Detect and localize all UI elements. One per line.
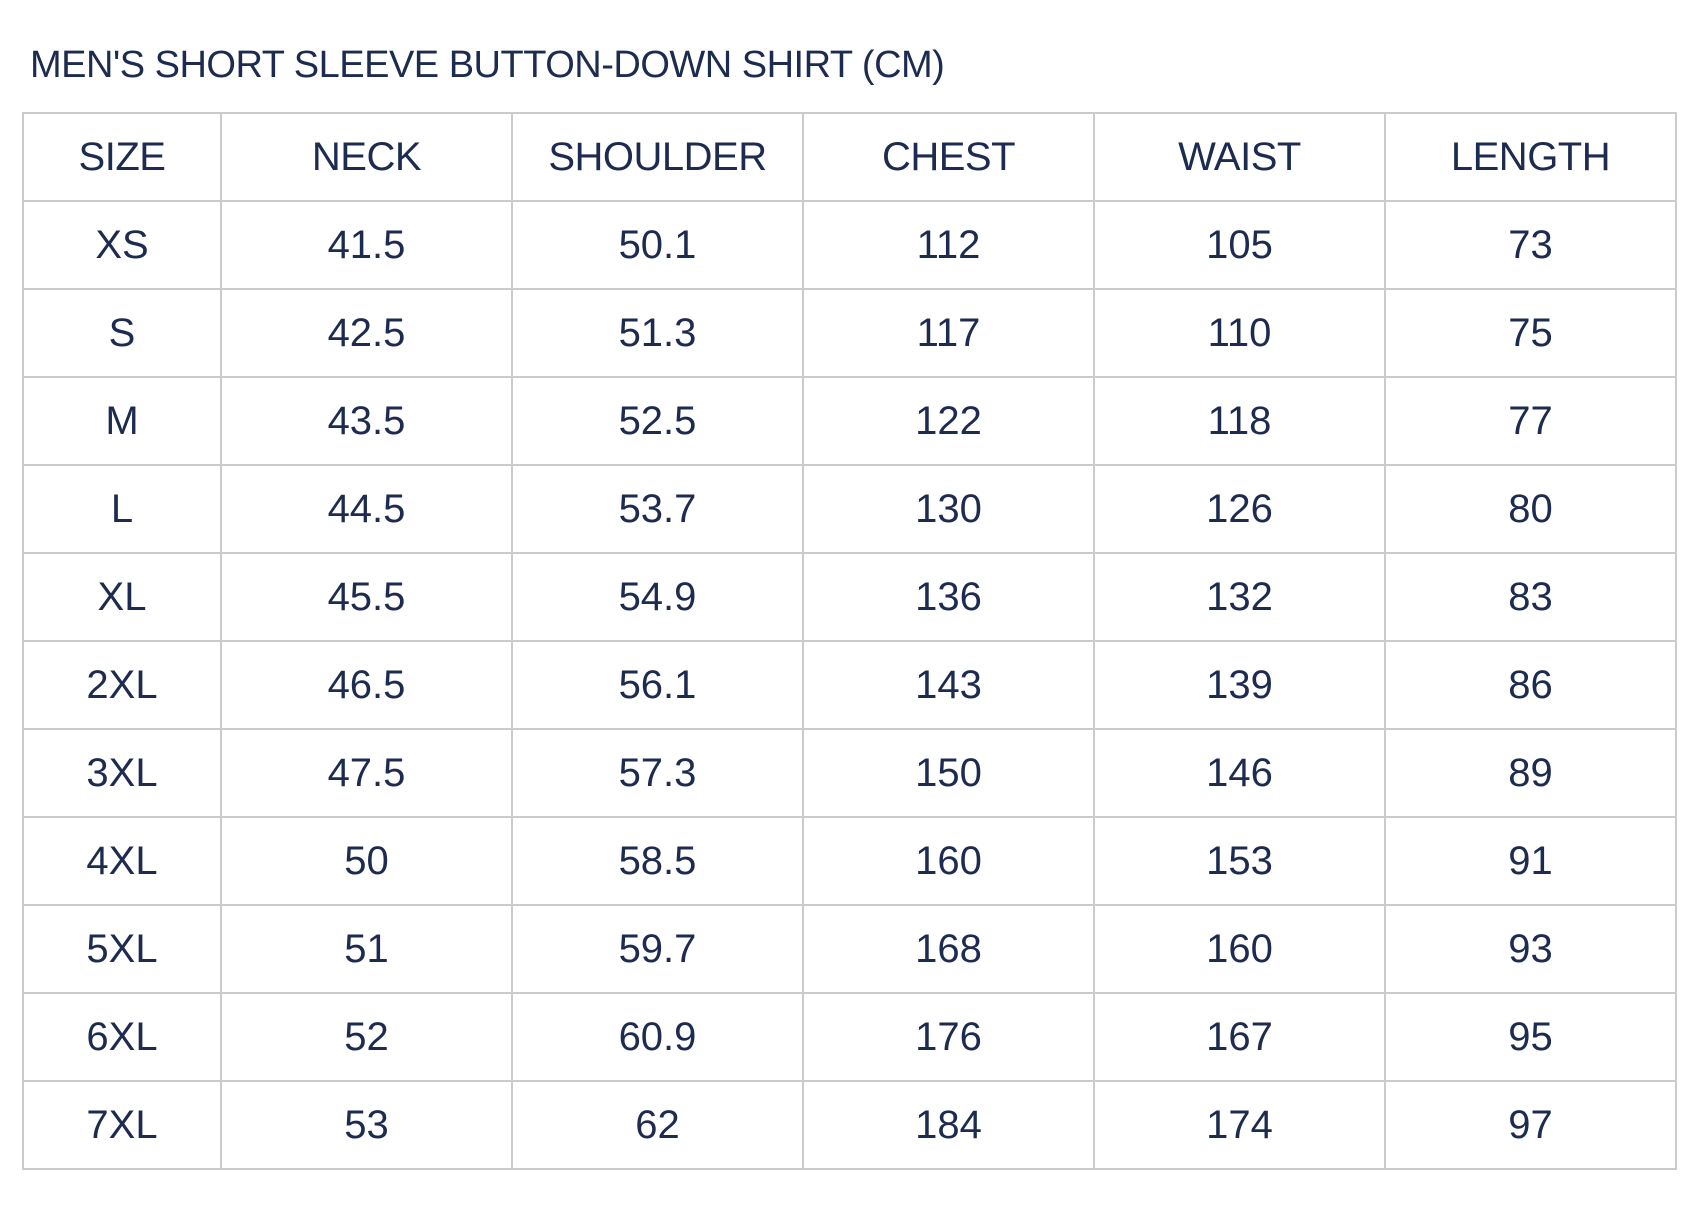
cell-neck: 41.5 xyxy=(220,200,513,290)
cell-neck: 52 xyxy=(220,992,513,1082)
cell-waist: 105 xyxy=(1093,200,1386,290)
table-row: 5XL 51 59.7 168 160 93 xyxy=(22,904,1677,994)
cell-chest: 184 xyxy=(802,1080,1095,1170)
cell-shoulder: 57.3 xyxy=(511,728,804,818)
cell-shoulder: 54.9 xyxy=(511,552,804,642)
cell-chest: 150 xyxy=(802,728,1095,818)
cell-shoulder: 60.9 xyxy=(511,992,804,1082)
cell-length: 83 xyxy=(1384,552,1677,642)
table-row: 3XL 47.5 57.3 150 146 89 xyxy=(22,728,1677,818)
cell-length: 95 xyxy=(1384,992,1677,1082)
cell-size: L xyxy=(22,464,222,554)
cell-length: 73 xyxy=(1384,200,1677,290)
table-row: 7XL 53 62 184 174 97 xyxy=(22,1080,1677,1170)
cell-length: 77 xyxy=(1384,376,1677,466)
cell-waist: 160 xyxy=(1093,904,1386,994)
cell-chest: 136 xyxy=(802,552,1095,642)
column-header-shoulder: SHOULDER xyxy=(511,112,804,202)
table-row: 6XL 52 60.9 176 167 95 xyxy=(22,992,1677,1082)
table-row: 4XL 50 58.5 160 153 91 xyxy=(22,816,1677,906)
cell-neck: 53 xyxy=(220,1080,513,1170)
column-header-chest: CHEST xyxy=(802,112,1095,202)
cell-chest: 168 xyxy=(802,904,1095,994)
cell-waist: 132 xyxy=(1093,552,1386,642)
cell-length: 91 xyxy=(1384,816,1677,906)
cell-size: 4XL xyxy=(22,816,222,906)
cell-size: S xyxy=(22,288,222,378)
cell-length: 93 xyxy=(1384,904,1677,994)
table-row: XS 41.5 50.1 112 105 73 xyxy=(22,200,1677,290)
cell-shoulder: 51.3 xyxy=(511,288,804,378)
cell-chest: 130 xyxy=(802,464,1095,554)
column-header-neck: NECK xyxy=(220,112,513,202)
cell-neck: 50 xyxy=(220,816,513,906)
cell-shoulder: 56.1 xyxy=(511,640,804,730)
cell-waist: 126 xyxy=(1093,464,1386,554)
cell-size: XS xyxy=(22,200,222,290)
header-row: SIZE NECK SHOULDER CHEST WAIST LENGTH xyxy=(22,112,1677,202)
column-header-size: SIZE xyxy=(22,112,222,202)
cell-neck: 47.5 xyxy=(220,728,513,818)
table-row: L 44.5 53.7 130 126 80 xyxy=(22,464,1677,554)
cell-shoulder: 50.1 xyxy=(511,200,804,290)
cell-size: 5XL xyxy=(22,904,222,994)
cell-length: 80 xyxy=(1384,464,1677,554)
cell-neck: 43.5 xyxy=(220,376,513,466)
cell-chest: 117 xyxy=(802,288,1095,378)
cell-length: 86 xyxy=(1384,640,1677,730)
cell-waist: 167 xyxy=(1093,992,1386,1082)
column-header-length: LENGTH xyxy=(1384,112,1677,202)
cell-chest: 122 xyxy=(802,376,1095,466)
page-title: MEN'S SHORT SLEEVE BUTTON-DOWN SHIRT (CM… xyxy=(30,44,945,86)
cell-chest: 143 xyxy=(802,640,1095,730)
cell-neck: 45.5 xyxy=(220,552,513,642)
cell-waist: 174 xyxy=(1093,1080,1386,1170)
column-header-waist: WAIST xyxy=(1093,112,1386,202)
cell-neck: 42.5 xyxy=(220,288,513,378)
cell-waist: 118 xyxy=(1093,376,1386,466)
cell-waist: 153 xyxy=(1093,816,1386,906)
cell-waist: 110 xyxy=(1093,288,1386,378)
cell-shoulder: 62 xyxy=(511,1080,804,1170)
cell-waist: 146 xyxy=(1093,728,1386,818)
cell-size: 6XL xyxy=(22,992,222,1082)
table-row: M 43.5 52.5 122 118 77 xyxy=(22,376,1677,466)
cell-chest: 112 xyxy=(802,200,1095,290)
cell-shoulder: 59.7 xyxy=(511,904,804,994)
table-row: XL 45.5 54.9 136 132 83 xyxy=(22,552,1677,642)
cell-length: 89 xyxy=(1384,728,1677,818)
size-chart-table: SIZE NECK SHOULDER CHEST WAIST LENGTH XS 41.5 5… xyxy=(22,112,1677,1170)
cell-size: 7XL xyxy=(22,1080,222,1170)
cell-shoulder: 58.5 xyxy=(511,816,804,906)
cell-shoulder: 53.7 xyxy=(511,464,804,554)
table-row: 2XL 46.5 56.1 143 139 86 xyxy=(22,640,1677,730)
cell-neck: 44.5 xyxy=(220,464,513,554)
cell-shoulder: 52.5 xyxy=(511,376,804,466)
cell-length: 75 xyxy=(1384,288,1677,378)
cell-chest: 176 xyxy=(802,992,1095,1082)
cell-waist: 139 xyxy=(1093,640,1386,730)
cell-size: 3XL xyxy=(22,728,222,818)
cell-size: XL xyxy=(22,552,222,642)
table-row: S 42.5 51.3 117 110 75 xyxy=(22,288,1677,378)
cell-size: 2XL xyxy=(22,640,222,730)
cell-size: M xyxy=(22,376,222,466)
cell-neck: 46.5 xyxy=(220,640,513,730)
cell-length: 97 xyxy=(1384,1080,1677,1170)
cell-chest: 160 xyxy=(802,816,1095,906)
cell-neck: 51 xyxy=(220,904,513,994)
